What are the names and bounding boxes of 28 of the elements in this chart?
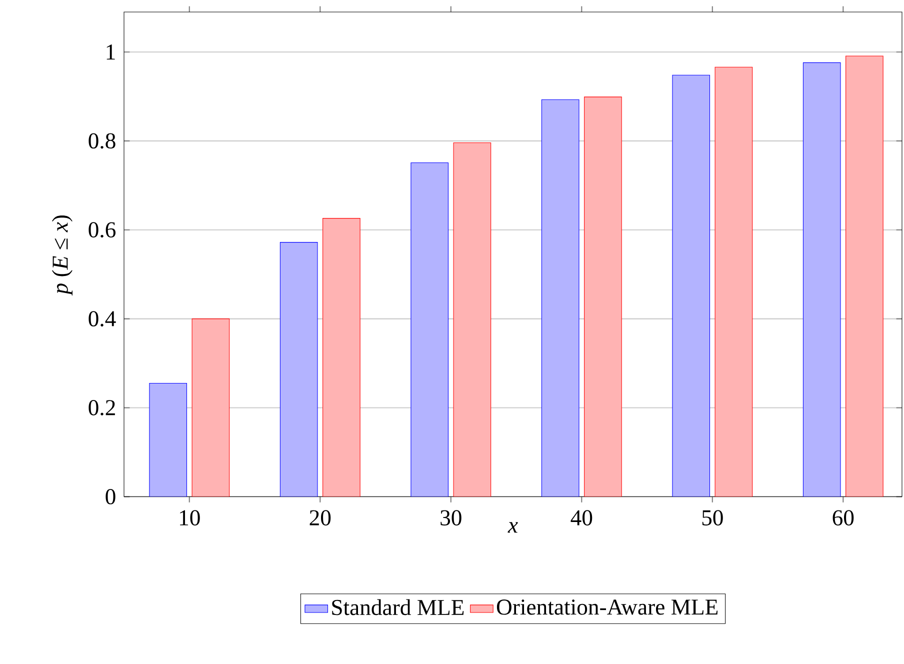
bar bbox=[410, 162, 448, 497]
bar bbox=[322, 218, 360, 497]
y-tick-label: 0.6 bbox=[88, 222, 116, 238]
y-tick-label: 0.2 bbox=[88, 400, 115, 416]
x-tick-label: 40 bbox=[570, 510, 592, 526]
x-tick-label: 50 bbox=[702, 510, 723, 526]
bar bbox=[541, 99, 580, 497]
x-tick-label: 30 bbox=[440, 510, 462, 526]
legend-label: Orientation-Aware MLE bbox=[496, 600, 718, 615]
y-tick-label: 0 bbox=[106, 489, 116, 504]
bar bbox=[802, 62, 841, 497]
bar bbox=[280, 242, 318, 497]
y-tick-label: 0.4 bbox=[88, 311, 116, 326]
x-tick-label: 60 bbox=[832, 510, 854, 526]
bar bbox=[192, 318, 230, 497]
bar bbox=[672, 74, 710, 497]
bar bbox=[714, 66, 753, 497]
x-axis-title: x bbox=[508, 522, 518, 533]
x-tick-label: 10 bbox=[180, 510, 200, 526]
x-tick-label: 20 bbox=[310, 510, 331, 526]
bar bbox=[846, 56, 884, 497]
bar bbox=[584, 96, 622, 497]
y-tick-label: 0.8 bbox=[88, 133, 116, 149]
bar bbox=[149, 383, 187, 497]
bar bbox=[453, 142, 492, 497]
y-axis-title: p (E ≤ x) bbox=[52, 215, 72, 296]
y-tick-label: 1 bbox=[106, 44, 115, 60]
legend-label: Standard MLE bbox=[332, 599, 464, 616]
